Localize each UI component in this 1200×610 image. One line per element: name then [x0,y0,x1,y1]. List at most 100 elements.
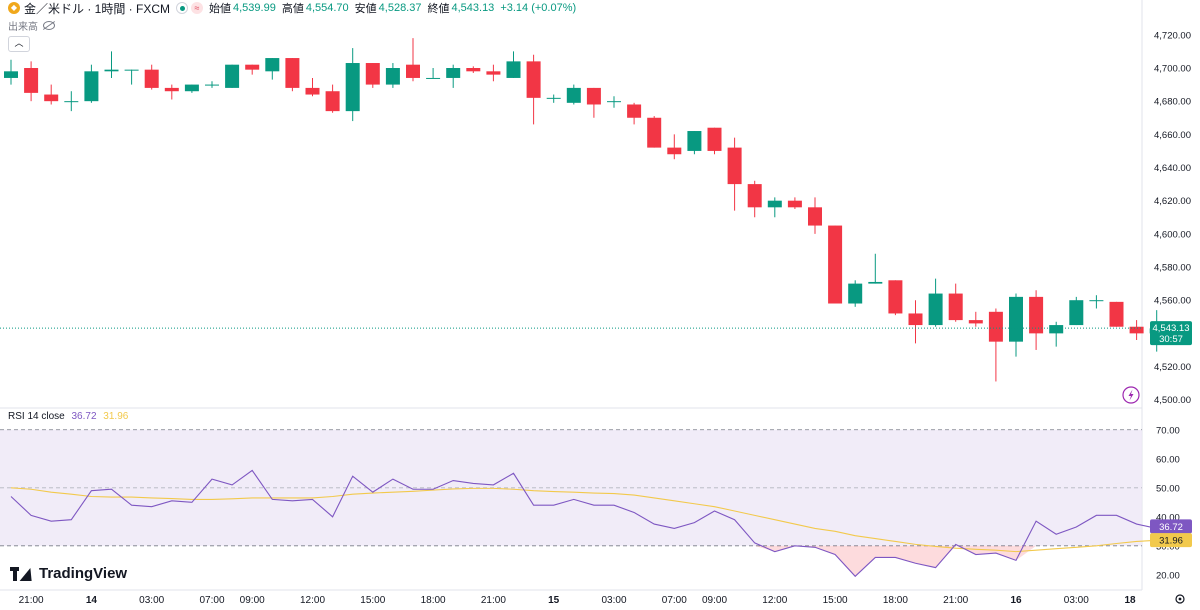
price-tick-label: 4,560.00 [1154,296,1191,307]
gold-coin-icon: ◆ [8,2,20,14]
price-tick-label: 4,640.00 [1154,163,1191,174]
time-tick-label: 15:00 [823,595,848,606]
tradingview-logo[interactable]: TradingView [10,565,127,582]
wave-icon[interactable]: ≈ [191,2,203,14]
time-tick-label: 15:00 [360,595,385,606]
price-badge [1150,321,1192,346]
candle-body [707,127,722,151]
candle-body [808,207,822,226]
volume-label: 出来高 [8,22,38,33]
rsi-tick-label: 70.00 [1156,425,1180,436]
market-status-icon[interactable] [176,2,188,14]
candle-body [767,200,782,208]
high-label: 高値 [281,3,304,15]
time-tick-label: 12:00 [762,595,787,606]
rsi-panel [0,429,1177,578]
time-tick-label: 09:00 [240,595,265,606]
price-tick-label: 4,580.00 [1154,263,1191,274]
candle-body [406,64,420,78]
candle-body [667,147,682,155]
candle-body [4,71,18,78]
candle-body [44,94,59,102]
low-value: 4,528.37 [378,2,422,14]
price-tick-label: 4,700.00 [1154,64,1191,75]
candle-body [144,69,159,88]
candle-body [104,69,119,72]
candle-body [84,71,99,102]
candle-body [365,63,380,85]
candle-body [586,87,601,105]
rsi-ma-badge [1150,533,1192,548]
candle-body [184,84,199,92]
logo-text: TradingView [39,565,128,582]
price-tick-label: 4,680.00 [1154,97,1191,108]
price-tick-label: 4,660.00 [1154,130,1191,141]
open-value: 4,539.99 [233,2,276,14]
candle-body [1069,300,1084,326]
rsi-badge-value: 36.72 [1159,522,1183,533]
candle-body [607,101,621,103]
candle-body [486,71,501,75]
candle-body [526,61,541,98]
rsi-tick-label: 50.00 [1156,483,1180,494]
change-value: +3.14 (+0.07%) [500,2,577,14]
rsi-legend-label: RSI 14 close [8,411,65,422]
eye-off-icon[interactable] [43,21,55,30]
rsi-ma-badge-value: 31.96 [1159,536,1183,547]
rsi-line [10,469,1177,578]
rsi-oversold-fill [11,545,1177,577]
candle-body [1089,300,1104,302]
close-label: 終値 [427,3,450,15]
candle-body [225,64,240,88]
candle-body [24,68,39,93]
candle-body [205,84,219,86]
candle-body [627,104,642,118]
candle-body [727,147,742,185]
time-tick-label: 03:00 [139,595,164,606]
price-tick-label: 4,500.00 [1154,395,1191,406]
candle-body [747,184,762,208]
candle-series [4,38,1164,382]
time-tick-label: 18:00 [883,595,908,606]
candle-body [988,311,1003,342]
time-tick-label: 03:00 [1064,595,1089,606]
candle-body [828,225,843,304]
time-tick-label: 15 [548,595,560,606]
candle-body [868,281,883,284]
candle-body [265,58,280,72]
candle-body [908,313,923,326]
candle-body [164,87,179,92]
price-tick-label: 4,600.00 [1154,229,1191,240]
candle-body [305,87,320,95]
price-tick-label: 4,520.00 [1154,362,1191,373]
symbol-title[interactable]: 金／米ドル · 1時間 · FXCM [24,1,170,16]
rsi-tick-label: 60.00 [1156,454,1180,465]
chart-legend: ◆ 金／米ドル · 1時間 · FXCM ≈ 始値 4,539.99 高値 4,… [8,0,582,16]
time-tick-label: 12:00 [300,595,325,606]
candle-body [787,200,802,208]
price-tick-label: 4,720.00 [1154,30,1191,41]
candle-body [345,63,360,112]
collapse-legend-button[interactable]: ︿ [8,36,30,52]
time-tick-label: 21:00 [19,595,44,606]
time-tick-label: 18:00 [421,595,446,606]
candle-body [325,91,340,112]
candle-body [928,293,943,326]
time-tick-label: 09:00 [702,595,727,606]
rsi-tick-label: 40.00 [1156,512,1180,523]
time-axis: 21:00 14 03:00 07:00 09:00 12:00 15:00 18:00 21:… [19,595,1136,606]
candle-body [466,68,481,72]
candle-body [1009,296,1023,342]
candle-body [1109,301,1124,327]
time-tick-label: 07:00 [199,595,224,606]
chevron-up-icon: ︿ [14,38,24,48]
gear-icon [1175,594,1185,604]
candle-body [546,97,561,99]
candle-body [446,68,461,78]
candle-body [888,280,903,314]
candle-body [566,87,581,103]
rsi-ma-legend-value: 31.96 [103,411,129,422]
